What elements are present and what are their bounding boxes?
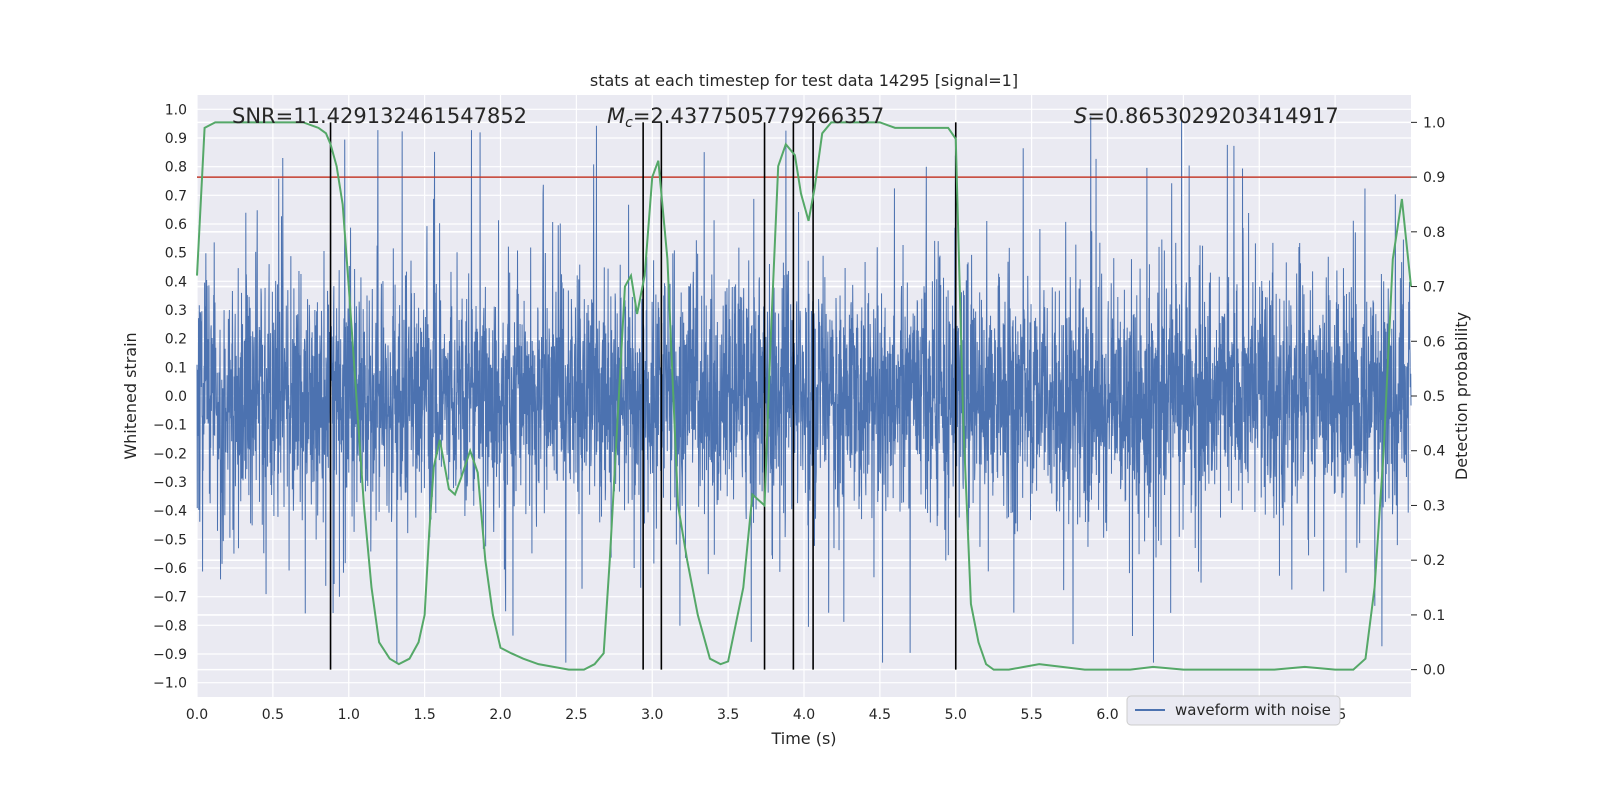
chirp-mass-subscript: c [625,115,633,131]
y-axis-ticks: 1.0 0.9 0.8 0.7 0.6 0.5 0.4 0.3 0.2 0.1 0.0 −0.1 −0.… [153,102,187,691]
right-y-axis-ticks: 1.0 0.9 0.8 0.7 0.6 0.5 0.4 0.3 0.2 0.1 0.0 [1411,115,1445,679]
right-y-axis-label: Detection probability [1452,312,1471,480]
x-tick-label: 3.0 [641,707,663,723]
chirp-mass-annotation: Mc=2.4377505779266357 [607,104,884,131]
y-tick-label: 0.0 [165,389,187,405]
y-tick-label: 0.2 [165,332,187,348]
y-tick-label: −0.7 [153,590,187,606]
right-y-tick-label: 0.4 [1423,444,1445,460]
y-tick-label: −0.4 [153,504,187,520]
y-tick-label: −0.9 [153,647,187,663]
legend-label: waveform with noise [1175,701,1331,719]
right-y-tick-label: 0.7 [1423,280,1445,296]
y-tick-label: 0.9 [165,131,187,147]
legend-box [1126,695,1341,726]
x-tick-label: 0.0 [186,707,208,723]
y-tick-label: −0.2 [153,446,187,462]
x-axis-label: Time (s) [770,729,836,748]
y-tick-label: 0.8 [165,160,187,176]
x-tick-label: 2.5 [565,707,587,723]
right-y-tick-label: 0.0 [1423,663,1445,679]
y-tick-label: 0.5 [165,246,187,262]
x-tick-label: 3.5 [717,707,739,723]
y-axis-label: Whitened strain [121,332,140,459]
chirp-mass-symbol: M [607,104,625,128]
x-tick-label: 1.0 [338,707,360,723]
right-y-tick-label: 0.9 [1423,170,1445,186]
x-tick-label: 4.5 [869,707,891,723]
y-tick-label: 0.4 [165,274,187,290]
right-y-tick-label: 0.5 [1423,389,1445,405]
right-y-tick-label: 1.0 [1423,115,1445,131]
x-tick-label: 1.5 [413,707,435,723]
y-tick-label: 1.0 [165,102,187,118]
vertical-markers [329,122,957,670]
plot-content [196,116,1412,671]
chirp-mass-value: =2.4377505779266357 [633,104,884,128]
y-tick-label: −0.6 [153,561,187,577]
x-tick-label: 5.5 [1020,707,1042,723]
x-tick-label: 0.5 [262,707,284,723]
score-value: =0.8653029203414917 [1087,104,1338,128]
y-tick-label: −0.5 [153,532,187,548]
y-tick-label: −0.3 [153,475,187,491]
score-symbol: S [1074,104,1087,128]
y-tick-label: −0.8 [153,618,187,634]
right-y-tick-label: 0.3 [1423,498,1445,514]
y-tick-label: 0.3 [165,303,187,319]
x-tick-label: 2.0 [489,707,511,723]
y-tick-label: −0.1 [153,418,187,434]
legend: waveform with noise [1126,695,1341,726]
right-y-tick-label: 0.8 [1423,225,1445,241]
waveform-series [196,116,1412,663]
x-tick-label: 4.0 [793,707,815,723]
x-tick-label: 6.0 [1096,707,1118,723]
detection-probability-series [196,121,1412,671]
y-tick-label: −1.0 [153,676,187,692]
right-y-tick-label: 0.6 [1423,334,1445,350]
x-tick-label: 5.0 [945,707,967,723]
snr-annotation: SNR=11.429132461547852 [232,104,527,128]
y-tick-label: 0.7 [165,188,187,204]
y-tick-label: 0.6 [165,217,187,233]
right-y-tick-label: 0.2 [1423,553,1445,569]
y-tick-label: 0.1 [165,360,187,376]
right-y-tick-label: 0.1 [1423,608,1445,624]
score-annotation: S=0.8653029203414917 [1074,104,1339,128]
chart-title: stats at each timestep for test data 142… [590,71,1018,90]
